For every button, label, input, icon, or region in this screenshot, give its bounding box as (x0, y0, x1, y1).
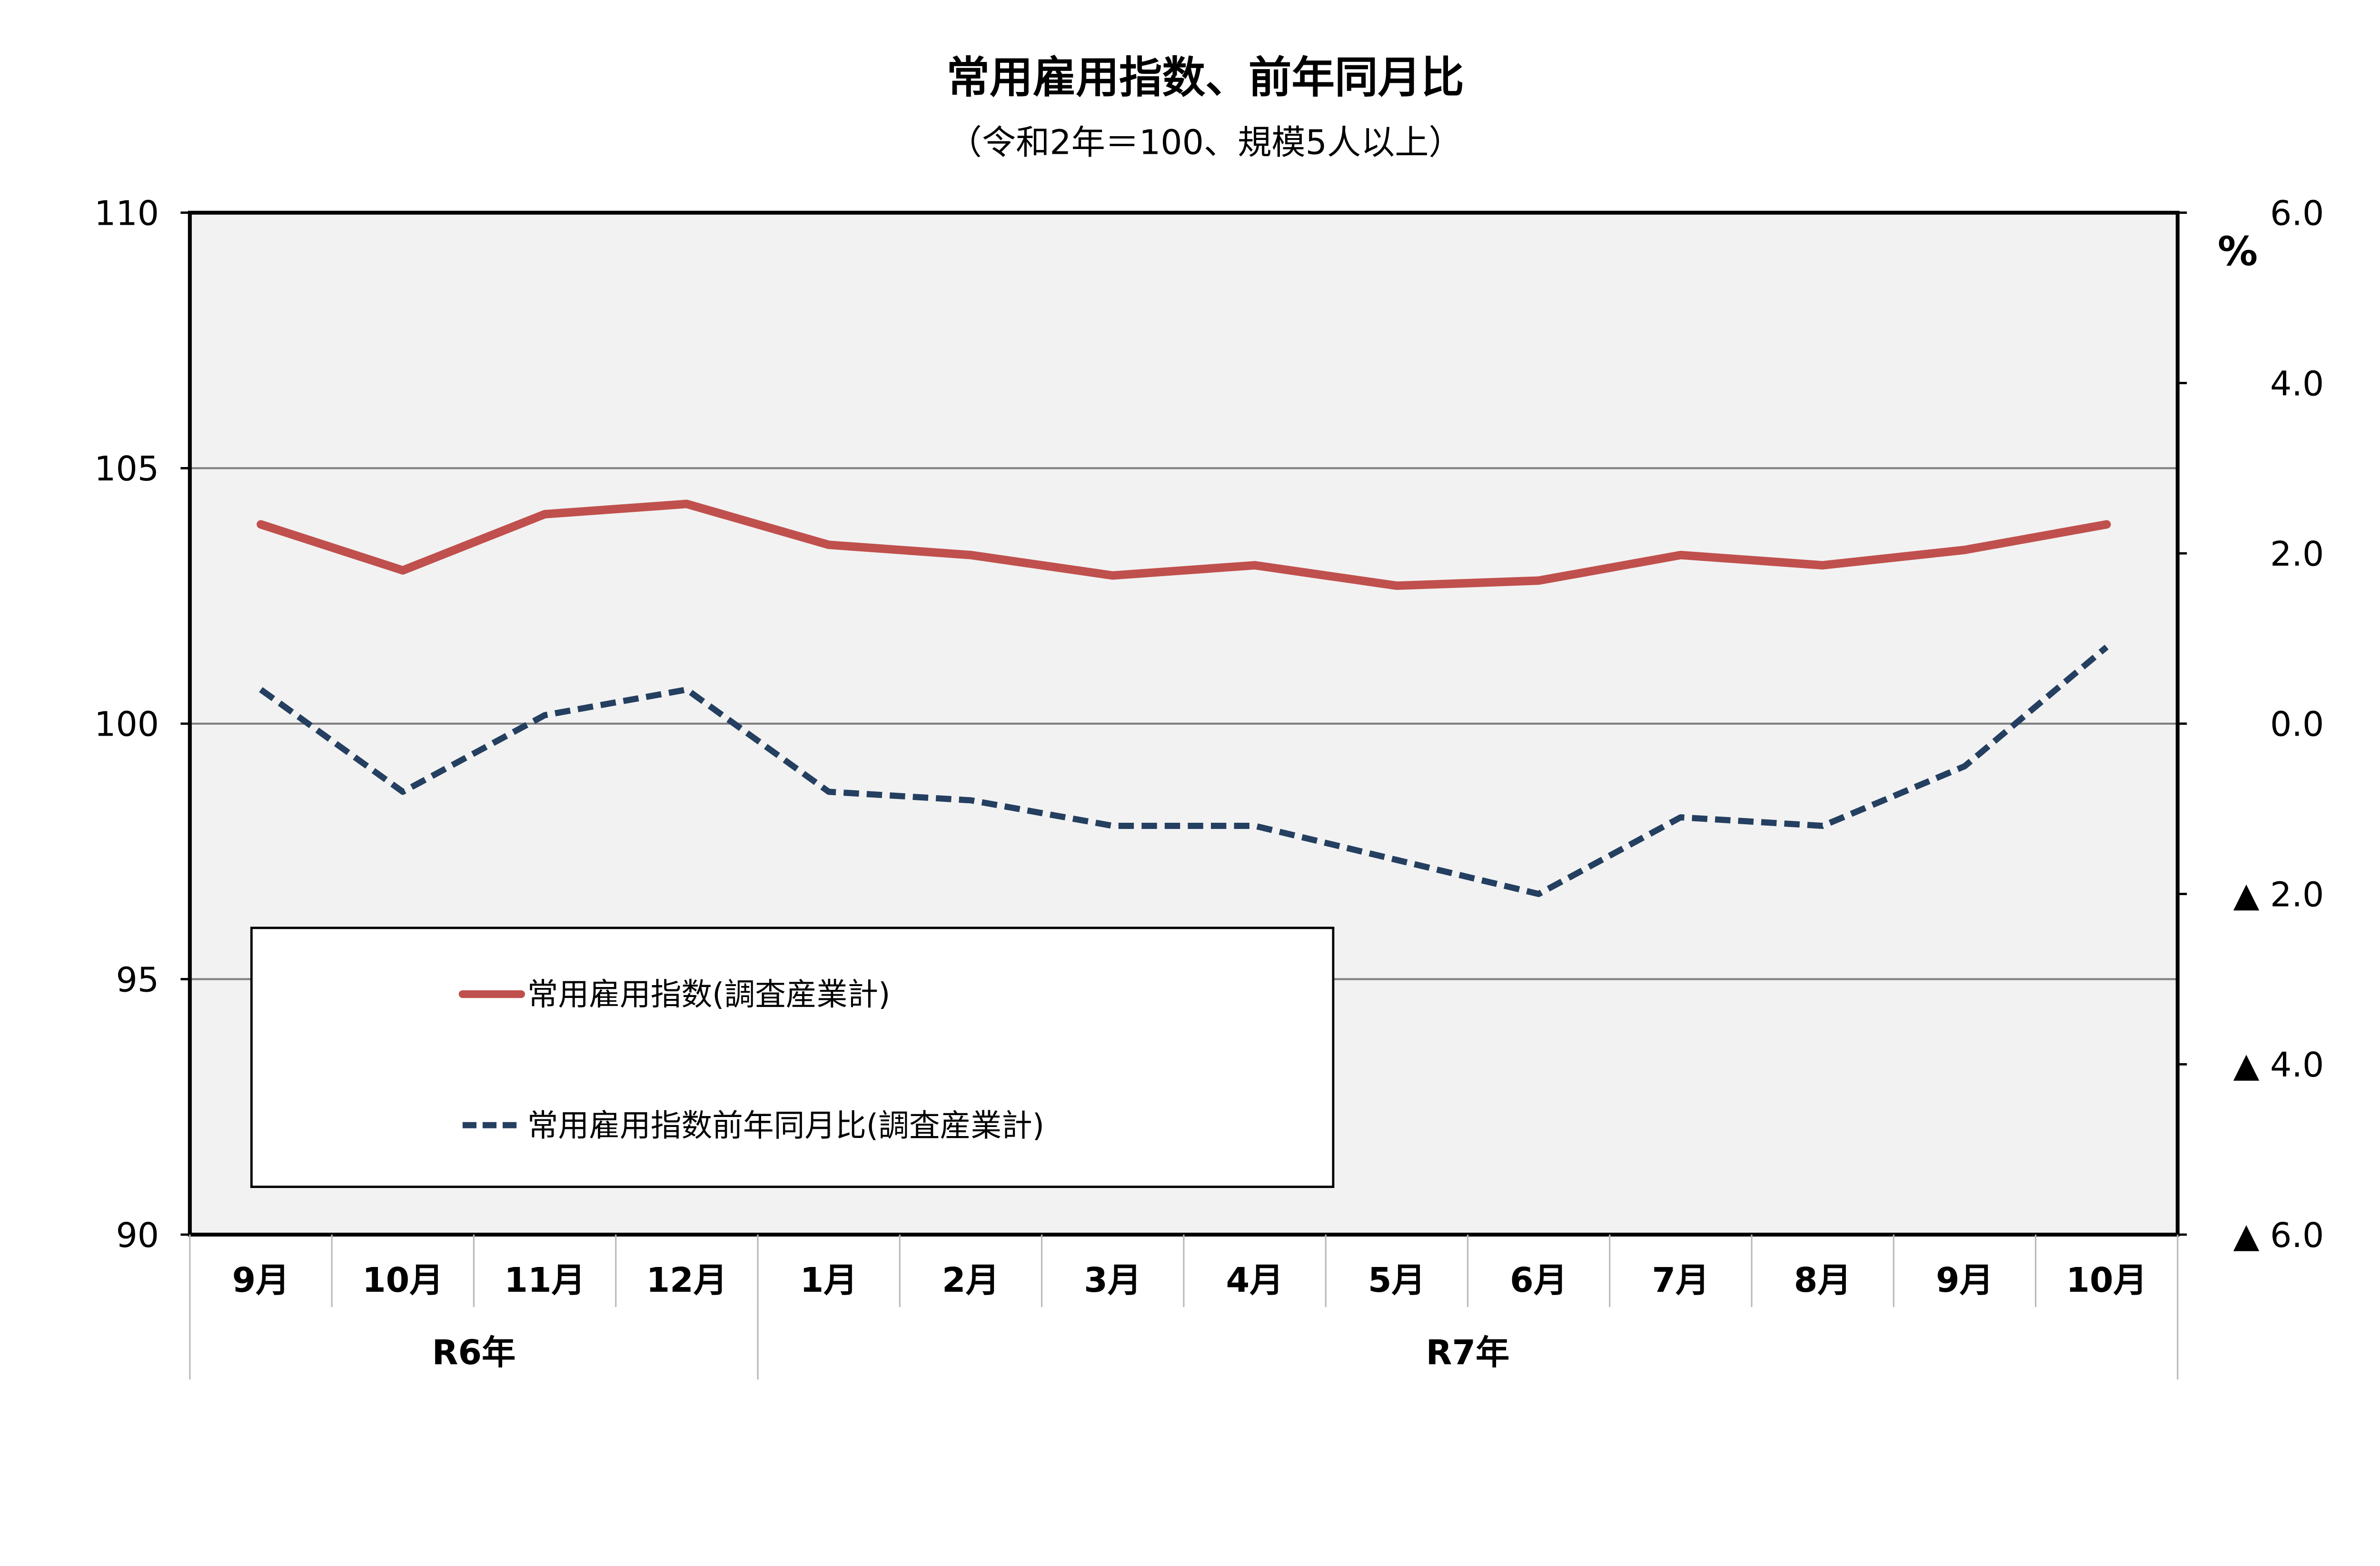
chart-title: 常用雇用指数、前年同月比 (946, 53, 1464, 103)
chart-subtitle: （令和2年＝100、規模5人以上） (948, 123, 1463, 162)
left-tick-label: 95 (116, 960, 159, 999)
x-tick-label: 12月 (646, 1260, 727, 1300)
right-tick-label: 4.0 (2270, 364, 2324, 403)
x-tick-label: 7月 (1652, 1260, 1709, 1300)
data-point (1112, 575, 1113, 576)
right-tick-label: ▲ 4.0 (2233, 1045, 2324, 1085)
right-tick-label: ▲ 6.0 (2233, 1216, 2324, 1255)
left-tick-label: 100 (94, 705, 159, 744)
left-tick-label: 90 (116, 1216, 159, 1255)
legend: 常用雇用指数(調査産業計) 常用雇用指数前年同月比(調査産業計) (250, 927, 1335, 1188)
x-tick-label: 5月 (1368, 1260, 1426, 1300)
x-tick-label: 10月 (362, 1260, 443, 1300)
x-tick-label: 11月 (504, 1260, 585, 1300)
x-tick-label: 10月 (2066, 1260, 2147, 1300)
series-line-index (257, 499, 2111, 590)
x-tick-label: 6月 (1510, 1260, 1567, 1300)
x-tick-label: 4月 (1226, 1260, 1284, 1300)
year-group-label: R7年 (1426, 1333, 1510, 1372)
legend-label-yoy: 常用雇用指数前年同月比(調査産業計) (527, 1108, 1044, 1144)
data-point (2106, 647, 2107, 648)
right-tick-label: 2.0 (2270, 534, 2324, 574)
legend-label-index: 常用雇用指数(調査産業計) (527, 977, 891, 1013)
x-tick-label: 8月 (1794, 1260, 1852, 1300)
left-tick-label: 110 (94, 194, 159, 233)
series-line-yoy (259, 644, 2109, 898)
left-tick-label: 105 (94, 449, 159, 489)
right-axis-unit: % (2218, 228, 2258, 275)
x-tick-label: 3月 (1084, 1260, 1141, 1300)
x-tick-label: 9月 (232, 1260, 290, 1300)
right-tick-label: 0.0 (2270, 705, 2324, 744)
data-point (1538, 580, 1539, 581)
legend-box (250, 927, 1335, 1188)
right-tick-label: ▲ 2.0 (2233, 875, 2324, 914)
right-tick-label: 6.0 (2270, 194, 2324, 233)
x-tick-label: 9月 (1936, 1260, 1993, 1300)
year-group-label: R6年 (432, 1333, 516, 1372)
data-point (1964, 766, 1965, 767)
x-tick-label: 2月 (942, 1260, 1000, 1300)
x-tick-label: 1月 (800, 1260, 858, 1300)
data-point (2106, 524, 2107, 525)
